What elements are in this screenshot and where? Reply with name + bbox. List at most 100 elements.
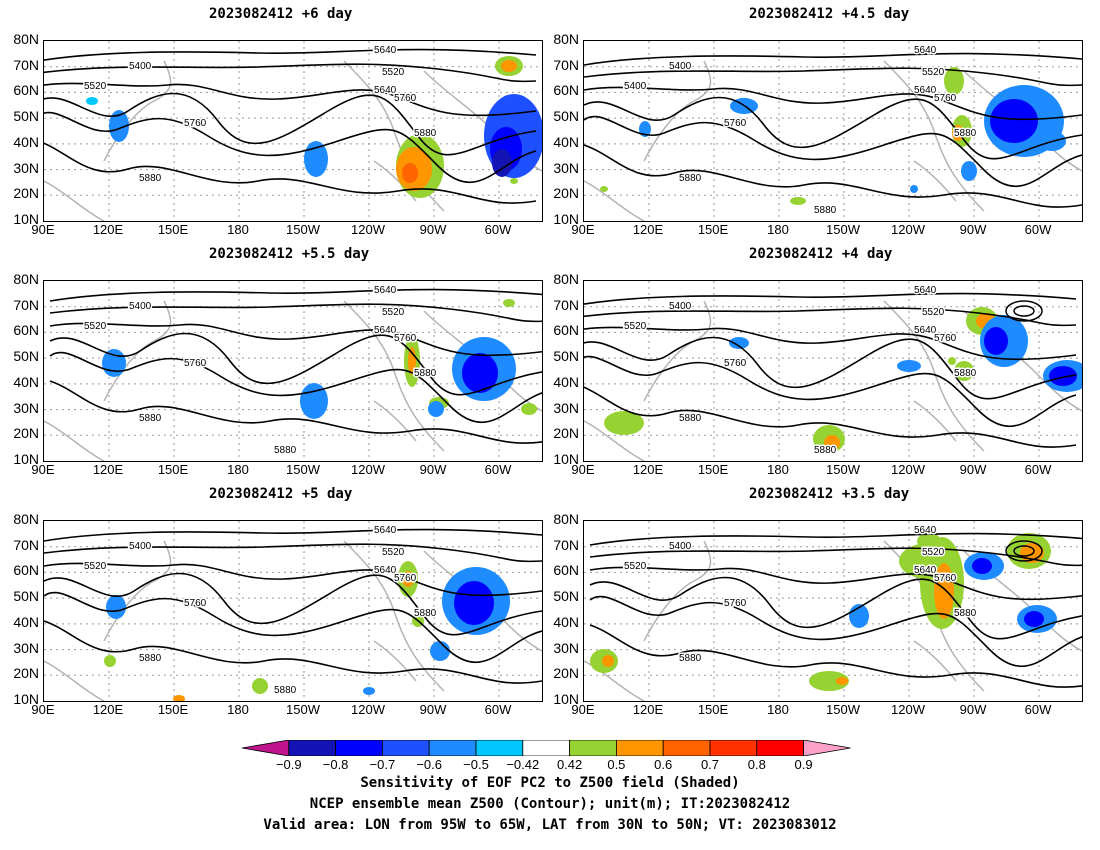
colorbar-swatch bbox=[475, 739, 524, 757]
x-tick-label: 90E bbox=[571, 222, 595, 237]
z500-contour bbox=[584, 355, 1077, 428]
contour-label: 5880 bbox=[139, 653, 162, 664]
colorbar-swatch bbox=[288, 739, 336, 757]
panel-title: 2023082412 +5.5 day bbox=[209, 246, 370, 262]
z500-contour bbox=[44, 111, 537, 184]
y-tick-label: 10N bbox=[13, 451, 39, 467]
x-tick-label: 120E bbox=[92, 462, 124, 477]
x-tick-label: 120W bbox=[891, 222, 925, 237]
sensitivity-shading bbox=[984, 327, 1008, 355]
sensitivity-shading bbox=[428, 401, 444, 417]
x-tick-label: 90W bbox=[419, 462, 447, 477]
sensitivity-shading bbox=[104, 655, 116, 667]
x-tick-label: 120W bbox=[891, 702, 925, 717]
x-tick-label: 60W bbox=[1024, 702, 1052, 717]
coastline bbox=[584, 660, 645, 701]
z500-contour bbox=[584, 336, 1077, 400]
contour-label: 5520 bbox=[624, 561, 647, 572]
coastline bbox=[44, 180, 105, 221]
y-tick-label: 70N bbox=[13, 56, 39, 73]
z500-contour bbox=[584, 67, 1082, 87]
contour-label: 5880 bbox=[414, 368, 437, 379]
caption-line-3: Valid area: LON from 95W to 65W, LAT fro… bbox=[263, 817, 837, 833]
x-tick-label: 180 bbox=[227, 462, 249, 477]
contour-label: 5880 bbox=[414, 128, 437, 139]
sensitivity-shading bbox=[1024, 611, 1044, 627]
coastline bbox=[373, 400, 417, 442]
y-tick-label: 60N bbox=[553, 562, 579, 579]
colorbar-swatch bbox=[428, 739, 477, 757]
coastline bbox=[643, 60, 712, 162]
x-tick-label: 180 bbox=[227, 702, 249, 717]
contour-label: 5640 bbox=[914, 45, 937, 56]
x-tick-label: 120W bbox=[351, 702, 385, 717]
y-tick-label: 70N bbox=[553, 296, 579, 313]
sensitivity-shading bbox=[809, 671, 849, 691]
z500-contour bbox=[584, 52, 1082, 66]
coastline bbox=[373, 640, 417, 682]
sensitivity-shading bbox=[602, 655, 614, 667]
z500-contour bbox=[49, 288, 542, 302]
sensitivity-shading bbox=[109, 110, 129, 142]
panel-title: 2023082412 +5 day bbox=[209, 486, 353, 502]
z500-contour bbox=[584, 307, 1077, 327]
sensitivity-shading bbox=[503, 299, 515, 307]
coastline bbox=[343, 300, 445, 452]
y-tick-label: 80N bbox=[13, 271, 39, 287]
sensitivity-shading bbox=[102, 349, 126, 377]
y-tick-label: 10N bbox=[553, 691, 579, 707]
colorbar-swatch bbox=[756, 739, 804, 757]
colorbar-tick-label: −0.5 bbox=[463, 757, 489, 772]
contour-label: 5760 bbox=[724, 118, 747, 129]
colorbar-tick-label: 0.5 bbox=[607, 757, 626, 772]
x-tick-label: 120E bbox=[92, 222, 124, 237]
x-tick-label: 90W bbox=[959, 222, 987, 237]
y-tick-label: 10N bbox=[13, 691, 39, 707]
contour-label: 5880 bbox=[954, 128, 977, 139]
map-panel: 5400 5520 5640 5520 5640 5760 5760 5880 5880 bbox=[583, 520, 1083, 702]
y-tick-label: 10N bbox=[553, 451, 579, 467]
contour-label: 5880 bbox=[274, 445, 297, 456]
y-tick-label: 10N bbox=[13, 211, 39, 227]
contour-label: 5640 bbox=[374, 325, 397, 336]
x-tick-label: 120W bbox=[351, 222, 385, 237]
sensitivity-shading bbox=[454, 581, 494, 625]
sensitivity-shading bbox=[510, 178, 518, 184]
contour-label: 5760 bbox=[184, 358, 207, 369]
sensitivity-shading bbox=[462, 353, 498, 393]
sensitivity-shading bbox=[430, 641, 450, 661]
colorbar-swatch bbox=[662, 739, 711, 757]
colorbar-swatch bbox=[709, 739, 758, 757]
y-tick-label: 60N bbox=[13, 562, 39, 579]
colorbar-tick-label: 0.6 bbox=[654, 757, 673, 772]
colorbar-tick-label: 0.8 bbox=[747, 757, 766, 772]
z500-contour bbox=[49, 351, 542, 424]
y-tick-label: 50N bbox=[13, 108, 39, 125]
x-tick-label: 90W bbox=[419, 702, 447, 717]
contour-label: 5760 bbox=[394, 93, 417, 104]
z500-contour bbox=[49, 332, 542, 396]
x-tick-label: 60W bbox=[484, 222, 512, 237]
panel-title: 2023082412 +6 day bbox=[209, 6, 353, 22]
x-tick-label: 150E bbox=[157, 462, 189, 477]
contour-label: 5880 bbox=[954, 608, 977, 619]
y-tick-label: 80N bbox=[13, 31, 39, 47]
colorbar-tick-label: −0.6 bbox=[416, 757, 443, 772]
contour-label: 5760 bbox=[394, 333, 417, 344]
sensitivity-shading bbox=[944, 67, 964, 95]
y-tick-label: 30N bbox=[13, 399, 39, 416]
sensitivity-shading bbox=[990, 99, 1038, 143]
z500-contour bbox=[584, 326, 1077, 361]
z500-contour bbox=[584, 86, 1082, 121]
z500-contour bbox=[589, 532, 1082, 546]
contour-label: 5520 bbox=[84, 561, 107, 572]
sensitivity-shading bbox=[304, 141, 328, 177]
x-tick-label: 150E bbox=[157, 702, 189, 717]
coastline bbox=[584, 420, 645, 461]
y-tick-label: 20N bbox=[13, 185, 39, 202]
y-tick-label: 50N bbox=[13, 348, 39, 365]
y-tick-label: 70N bbox=[13, 536, 39, 553]
x-tick-label: 120E bbox=[632, 222, 664, 237]
